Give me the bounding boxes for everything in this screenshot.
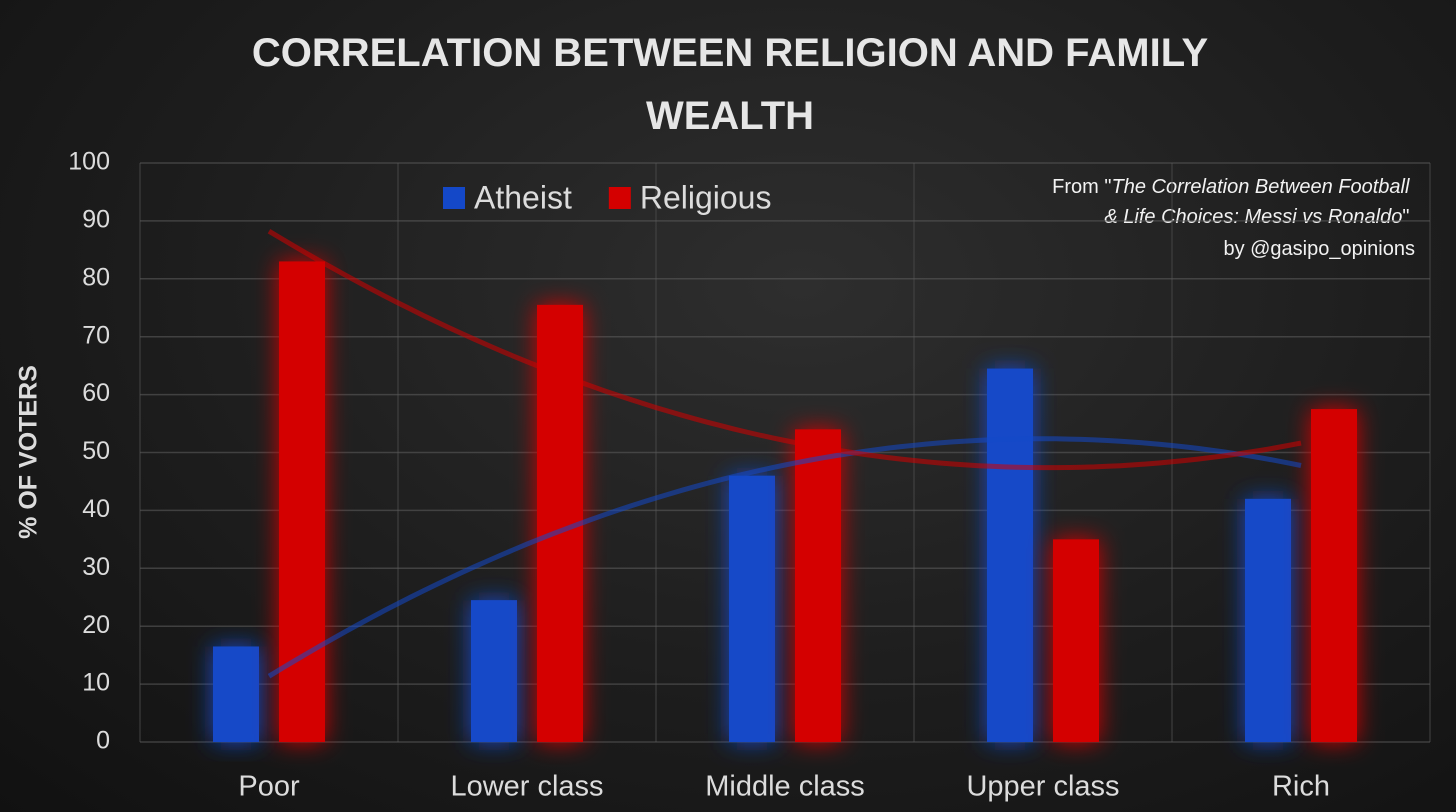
y-tick-label: 70	[82, 321, 110, 349]
x-tick-label: Upper class	[966, 771, 1119, 803]
y-tick-label: 50	[82, 437, 110, 465]
y-tick-label: 90	[82, 206, 110, 234]
x-tick-label: Lower class	[450, 771, 603, 803]
bar	[987, 368, 1033, 742]
bar	[1311, 409, 1357, 742]
bar	[795, 429, 841, 742]
legend-swatch	[608, 187, 631, 209]
trendline	[267, 229, 1302, 471]
bar	[1053, 539, 1099, 742]
annotation-text: The Correlation Between Football	[1111, 176, 1409, 198]
y-tick-label: 10	[82, 669, 110, 697]
chart-title: CORRELATION BETWEEN RELIGION AND FAMILY …	[251, 31, 1209, 138]
bar	[729, 475, 775, 742]
y-tick-label: 40	[82, 495, 110, 523]
x-tick-label: Poor	[238, 771, 300, 803]
annotation: From "The Correlation Between Football &…	[1052, 176, 1415, 260]
x-tick-label: Rich	[1272, 771, 1330, 803]
legend-label: Atheist	[474, 179, 572, 215]
y-tick-label: 20	[82, 611, 110, 639]
y-tick-label: 80	[82, 263, 110, 291]
y-tick-label: 30	[82, 553, 110, 581]
legend-label: Religious	[640, 179, 772, 215]
annotation-text: "	[1402, 206, 1409, 228]
bar	[471, 600, 517, 742]
annotation-text: & Life Choices: Messi vs Ronaldo	[1104, 206, 1402, 228]
y-tick-label: 0	[96, 727, 110, 755]
x-tick-label: Middle class	[705, 771, 865, 803]
y-tick-label: 100	[68, 148, 110, 176]
y-tick-label: 60	[82, 379, 110, 407]
annotation-text: From "	[1052, 176, 1111, 198]
annotation-text: by @gasipo_opinions	[1223, 238, 1415, 260]
bar	[279, 261, 325, 742]
trendline	[267, 436, 1302, 679]
bar	[213, 646, 259, 742]
bar	[1245, 498, 1291, 742]
legend-swatch	[443, 187, 465, 209]
y-axis-label: % OF VOTERS	[15, 365, 43, 539]
